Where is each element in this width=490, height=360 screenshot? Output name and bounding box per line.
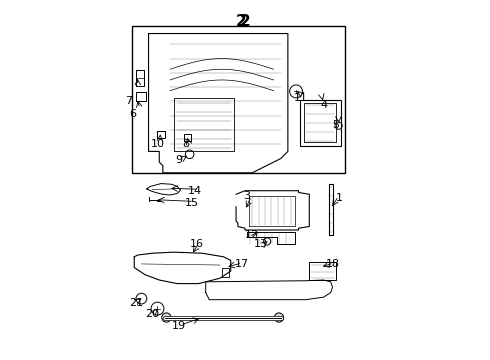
Text: 6: 6 — [129, 109, 136, 119]
Text: 18: 18 — [325, 259, 340, 269]
Text: 11: 11 — [294, 93, 307, 103]
Text: 13: 13 — [254, 239, 268, 249]
Bar — [300, 100, 342, 146]
Text: 1: 1 — [336, 193, 343, 203]
Text: 14: 14 — [188, 186, 202, 196]
Text: 19: 19 — [172, 321, 186, 332]
Text: 20: 20 — [145, 309, 159, 319]
Text: 3: 3 — [244, 191, 250, 201]
Text: 12: 12 — [245, 230, 259, 240]
Text: 2: 2 — [236, 14, 247, 28]
Text: 16: 16 — [190, 239, 204, 249]
Text: 2: 2 — [240, 14, 250, 28]
Text: 5: 5 — [333, 120, 340, 130]
Text: 21: 21 — [129, 298, 143, 308]
Circle shape — [162, 313, 171, 322]
Text: 17: 17 — [234, 259, 248, 269]
Text: 4: 4 — [320, 100, 327, 110]
Circle shape — [274, 313, 284, 322]
Text: 8: 8 — [182, 139, 190, 149]
Text: 15: 15 — [184, 198, 198, 208]
Text: 10: 10 — [150, 139, 165, 149]
Text: 9: 9 — [175, 156, 182, 165]
Text: 7: 7 — [125, 96, 132, 107]
Bar — [132, 26, 345, 173]
